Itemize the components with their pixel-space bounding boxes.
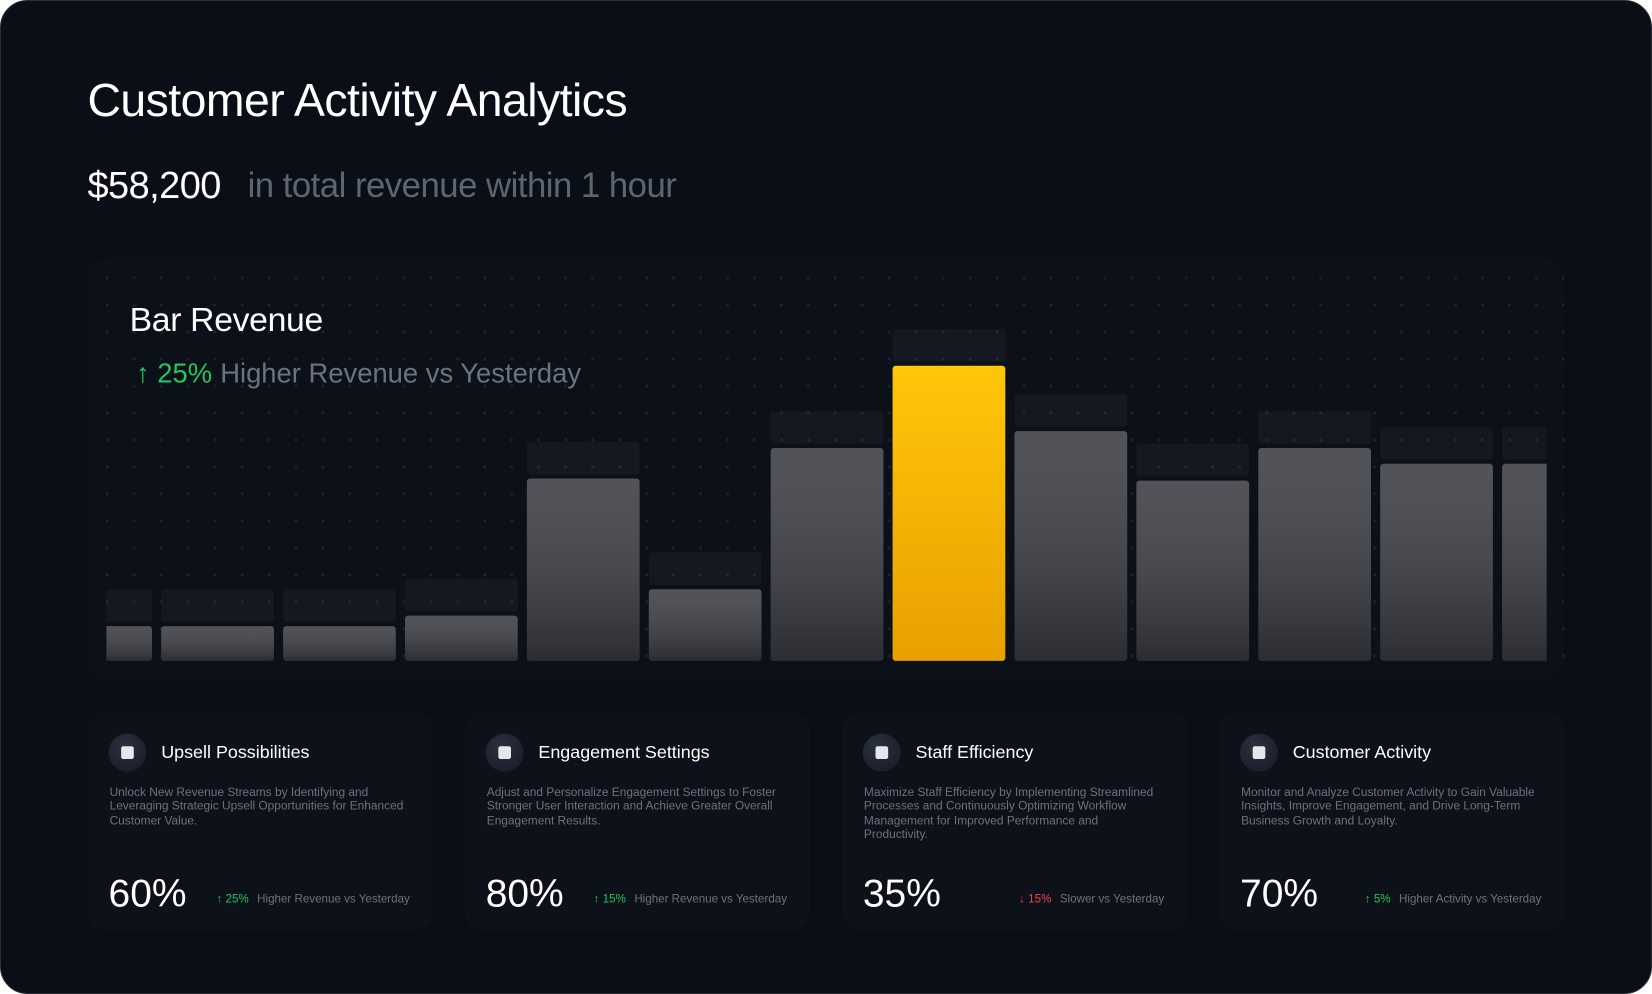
card-icon: [108, 733, 147, 772]
change-number: 5%: [1373, 892, 1391, 906]
icon-glyph: [875, 746, 889, 759]
bar-shade: [1136, 480, 1250, 661]
card-description: Maximize Staff Efficiency by Implementin…: [863, 786, 1154, 842]
bar-cap: [893, 329, 1006, 362]
card-value: 70%: [1240, 871, 1319, 915]
card-change: ↑ 15% Higher Revenue vs Yesterday: [594, 893, 787, 906]
card-change-caption: Higher Revenue vs Yesterday: [634, 892, 788, 906]
card-change-caption: Higher Revenue vs Yesterday: [257, 892, 410, 906]
bar-cap: [649, 552, 762, 585]
trend-arrow: ↑: [1364, 892, 1374, 906]
card: Engagement Settings Adjust and Personaliz…: [464, 711, 811, 931]
bar-cap: [283, 589, 396, 622]
chart-title: Bar Revenue: [129, 300, 324, 339]
card-value: 60%: [108, 871, 187, 915]
card-change-caption: Slower vs Yesterday: [1059, 892, 1165, 906]
bar-shade: [404, 615, 518, 661]
card: Staff Efficiency Maximize Staff Efficienc…: [841, 711, 1188, 931]
bar-cap: [405, 579, 518, 612]
bar-cap: [527, 442, 640, 475]
card-icon: [1240, 733, 1278, 772]
bar-shade: [161, 626, 274, 661]
bar-cap: [771, 411, 884, 444]
revenue-caption: in total revenue within 1 hour: [247, 165, 677, 205]
bar-shade: [1380, 463, 1493, 661]
card-change-value: ↑ 15%: [594, 893, 626, 906]
card-icon: [485, 733, 524, 772]
card-description: Monitor and Analyze Customer Activity to…: [1241, 786, 1535, 828]
bar-cap: [39, 589, 152, 622]
icon-glyph: [498, 746, 511, 759]
bar-shade: [106, 626, 153, 661]
bar-shade: [770, 447, 884, 661]
card-description: Adjust and Personalize Engagement Settin…: [486, 786, 776, 828]
card-icon: [862, 733, 901, 772]
revenue: $58,200: [87, 163, 221, 207]
card-change-caption: Higher Activity vs Yesterday: [1399, 892, 1542, 906]
card-title: Engagement Settings: [538, 742, 710, 763]
card-change: ↓ 15% Slower vs Yesterday: [1019, 893, 1164, 906]
card-title: Staff Efficiency: [915, 742, 1034, 763]
chart-change: ↑ 25%: [135, 357, 213, 389]
bar-shade: [283, 626, 396, 661]
bar-shade: [1014, 431, 1128, 661]
chart-change-value: 25%: [157, 357, 213, 389]
bar: [892, 365, 1006, 661]
bar-shade: [648, 589, 762, 661]
bars: [39, 329, 1615, 661]
icon-glyph: [1252, 746, 1266, 759]
card: Customer Activity Monitor and Analyze Cus…: [1218, 711, 1565, 931]
bar-cap: [1502, 427, 1615, 460]
bar-shade: [526, 478, 640, 661]
card-description: Unlock New Revenue Streams by Identifyin…: [109, 786, 404, 828]
change-number: 25%: [225, 892, 249, 906]
page-title: Customer Activity Analytics: [87, 74, 628, 127]
card: Upsell Possibilities Unlock New Revenue S…: [87, 711, 434, 931]
card-change-value: ↓ 15%: [1019, 893, 1051, 906]
card-change-value: ↑ 25%: [216, 893, 248, 906]
bar-cap: [161, 589, 274, 622]
card-change: ↑ 25% Higher Revenue vs Yesterday: [216, 893, 409, 906]
trend-arrow: ↑: [216, 892, 226, 906]
card-title: Upsell Possibilities: [161, 742, 310, 763]
trend-arrow: ↑: [593, 892, 603, 906]
bar-cap: [1258, 411, 1371, 444]
chart-change-caption: Higher Revenue vs Yesterday: [220, 357, 582, 389]
bar-cap: [1014, 394, 1127, 427]
trend-arrow: ↓: [1019, 892, 1029, 906]
change-number: 15%: [1028, 892, 1052, 906]
bar-shade: [1502, 463, 1547, 661]
bar-cap: [1136, 444, 1249, 477]
card-title: Customer Activity: [1292, 742, 1432, 763]
bar-cap: [1380, 427, 1493, 460]
card-change-value: ↑ 5%: [1365, 893, 1391, 906]
card-value: 35%: [862, 871, 941, 915]
bar-shade: [1258, 447, 1372, 661]
card-value: 80%: [485, 871, 564, 915]
change-number: 15%: [602, 892, 626, 906]
card-change: ↑ 5% Higher Activity vs Yesterday: [1365, 893, 1542, 906]
icon-glyph: [121, 746, 134, 759]
